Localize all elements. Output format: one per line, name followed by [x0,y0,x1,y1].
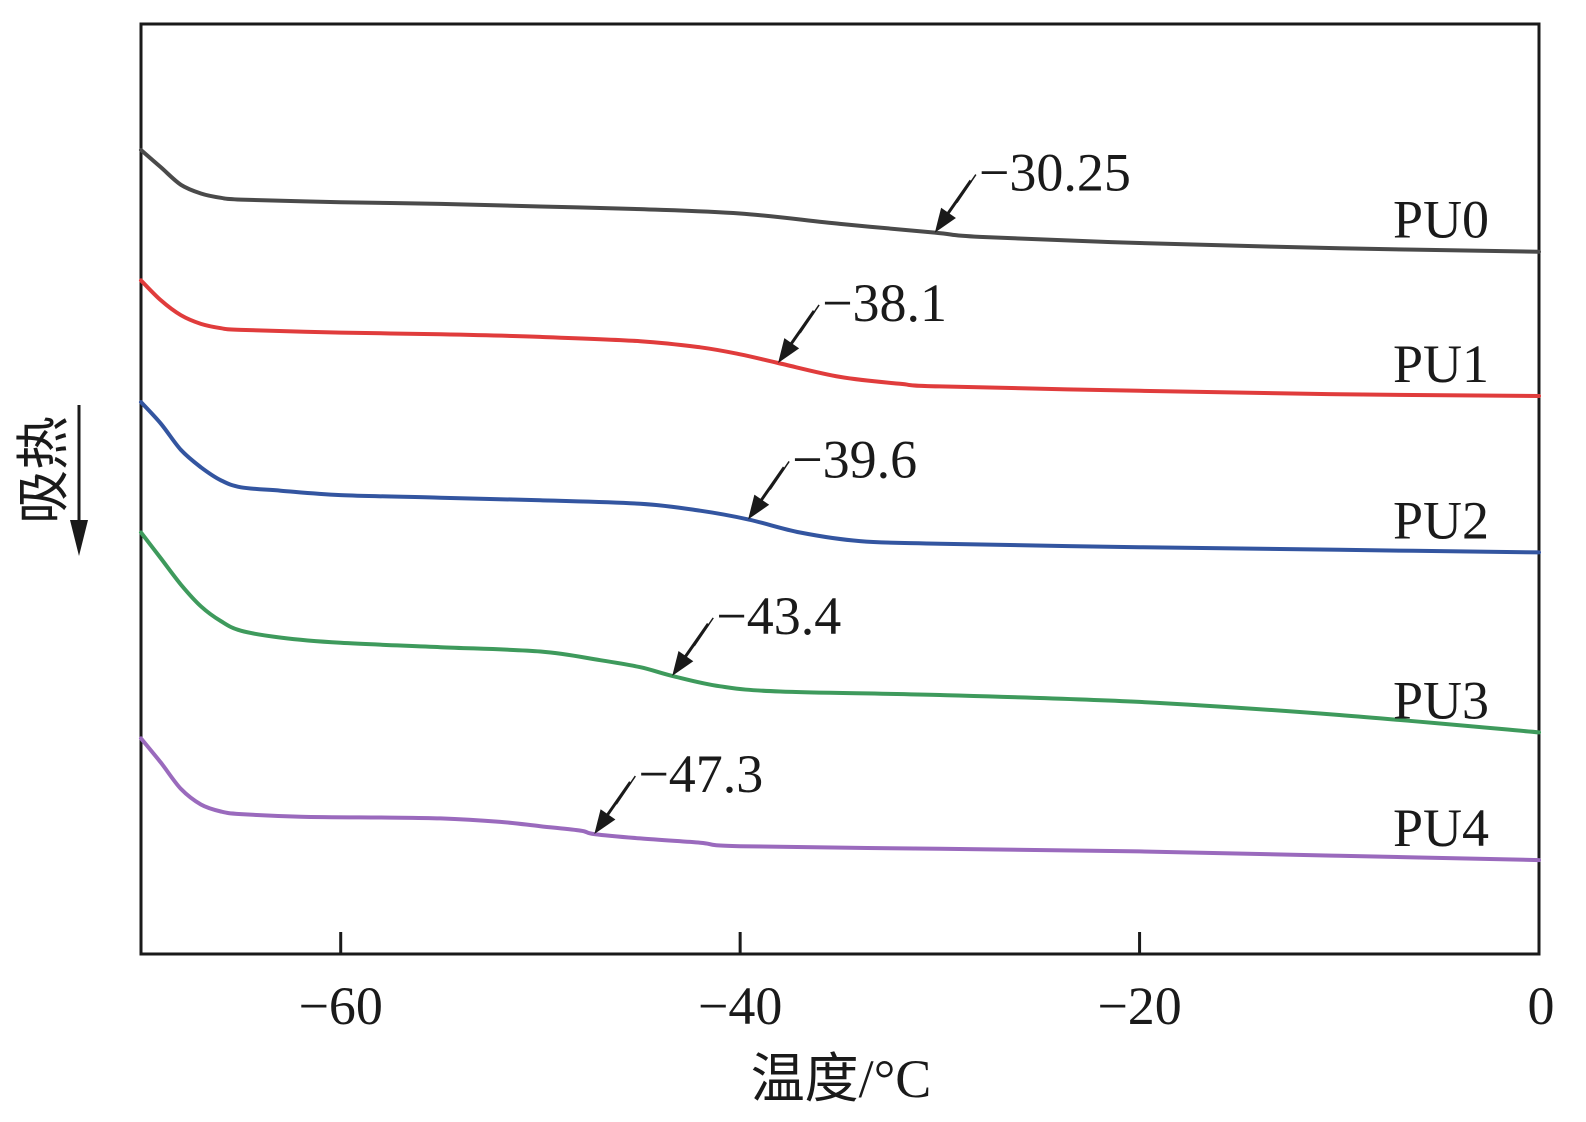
tg-arrow-head-pu0 [934,207,956,233]
tg-arrow-head-pu4 [594,809,616,835]
tg-arrow-head-pu2 [748,494,770,520]
series-line-pu1 [139,278,1541,398]
x-tick-label-2: −20 [1097,976,1181,1036]
tg-arrow-tick-pu2 [769,460,790,490]
series-line-pu4 [139,736,1541,863]
x-axis-title: 温度/°C [751,1049,932,1109]
series-line-pu0 [139,148,1541,254]
tg-label-pu2: −39.6 [792,429,917,489]
tg-arrow-tick-pu4 [615,775,636,805]
plot-frame [139,22,1541,956]
x-tick-label-1: −40 [698,976,782,1036]
tg-arrow-tick-pu1 [799,304,820,334]
x-axis: −60 −40 −20 0 [298,932,1555,1036]
series-layer [139,148,1541,863]
y-axis-title: 吸热 [14,416,74,524]
tg-arrow-head-pu1 [778,338,800,363]
tg-arrow-tick-pu3 [693,617,714,647]
series-label-pu4: PU4 [1393,798,1489,858]
series-label-pu3: PU3 [1393,670,1489,730]
series-label-pu0: PU0 [1393,190,1489,250]
tg-label-pu0: −30.25 [979,143,1131,203]
series-line-pu2 [139,400,1541,555]
series-label-pu1: PU1 [1393,334,1489,394]
y-axis-title-group: 吸热 [14,405,88,556]
x-tick-label-3: 0 [1528,976,1555,1036]
tg-label-pu3: −43.4 [716,586,841,646]
tg-arrow-head-pu3 [672,651,694,676]
annotation-layer: PU0 −30.25 PU1 −38.1 PU2 −39.6 PU3 −43.4 PU4 −47.… [594,143,1489,858]
series-line-pu3 [139,530,1541,735]
x-tick-label-0: −60 [298,976,382,1036]
tg-label-pu1: −38.1 [822,273,947,333]
y-axis-arrow-head [70,520,88,556]
tg-arrow-tick-pu0 [956,174,977,204]
tg-label-pu4: −47.3 [638,744,763,804]
series-label-pu2: PU2 [1393,490,1489,550]
